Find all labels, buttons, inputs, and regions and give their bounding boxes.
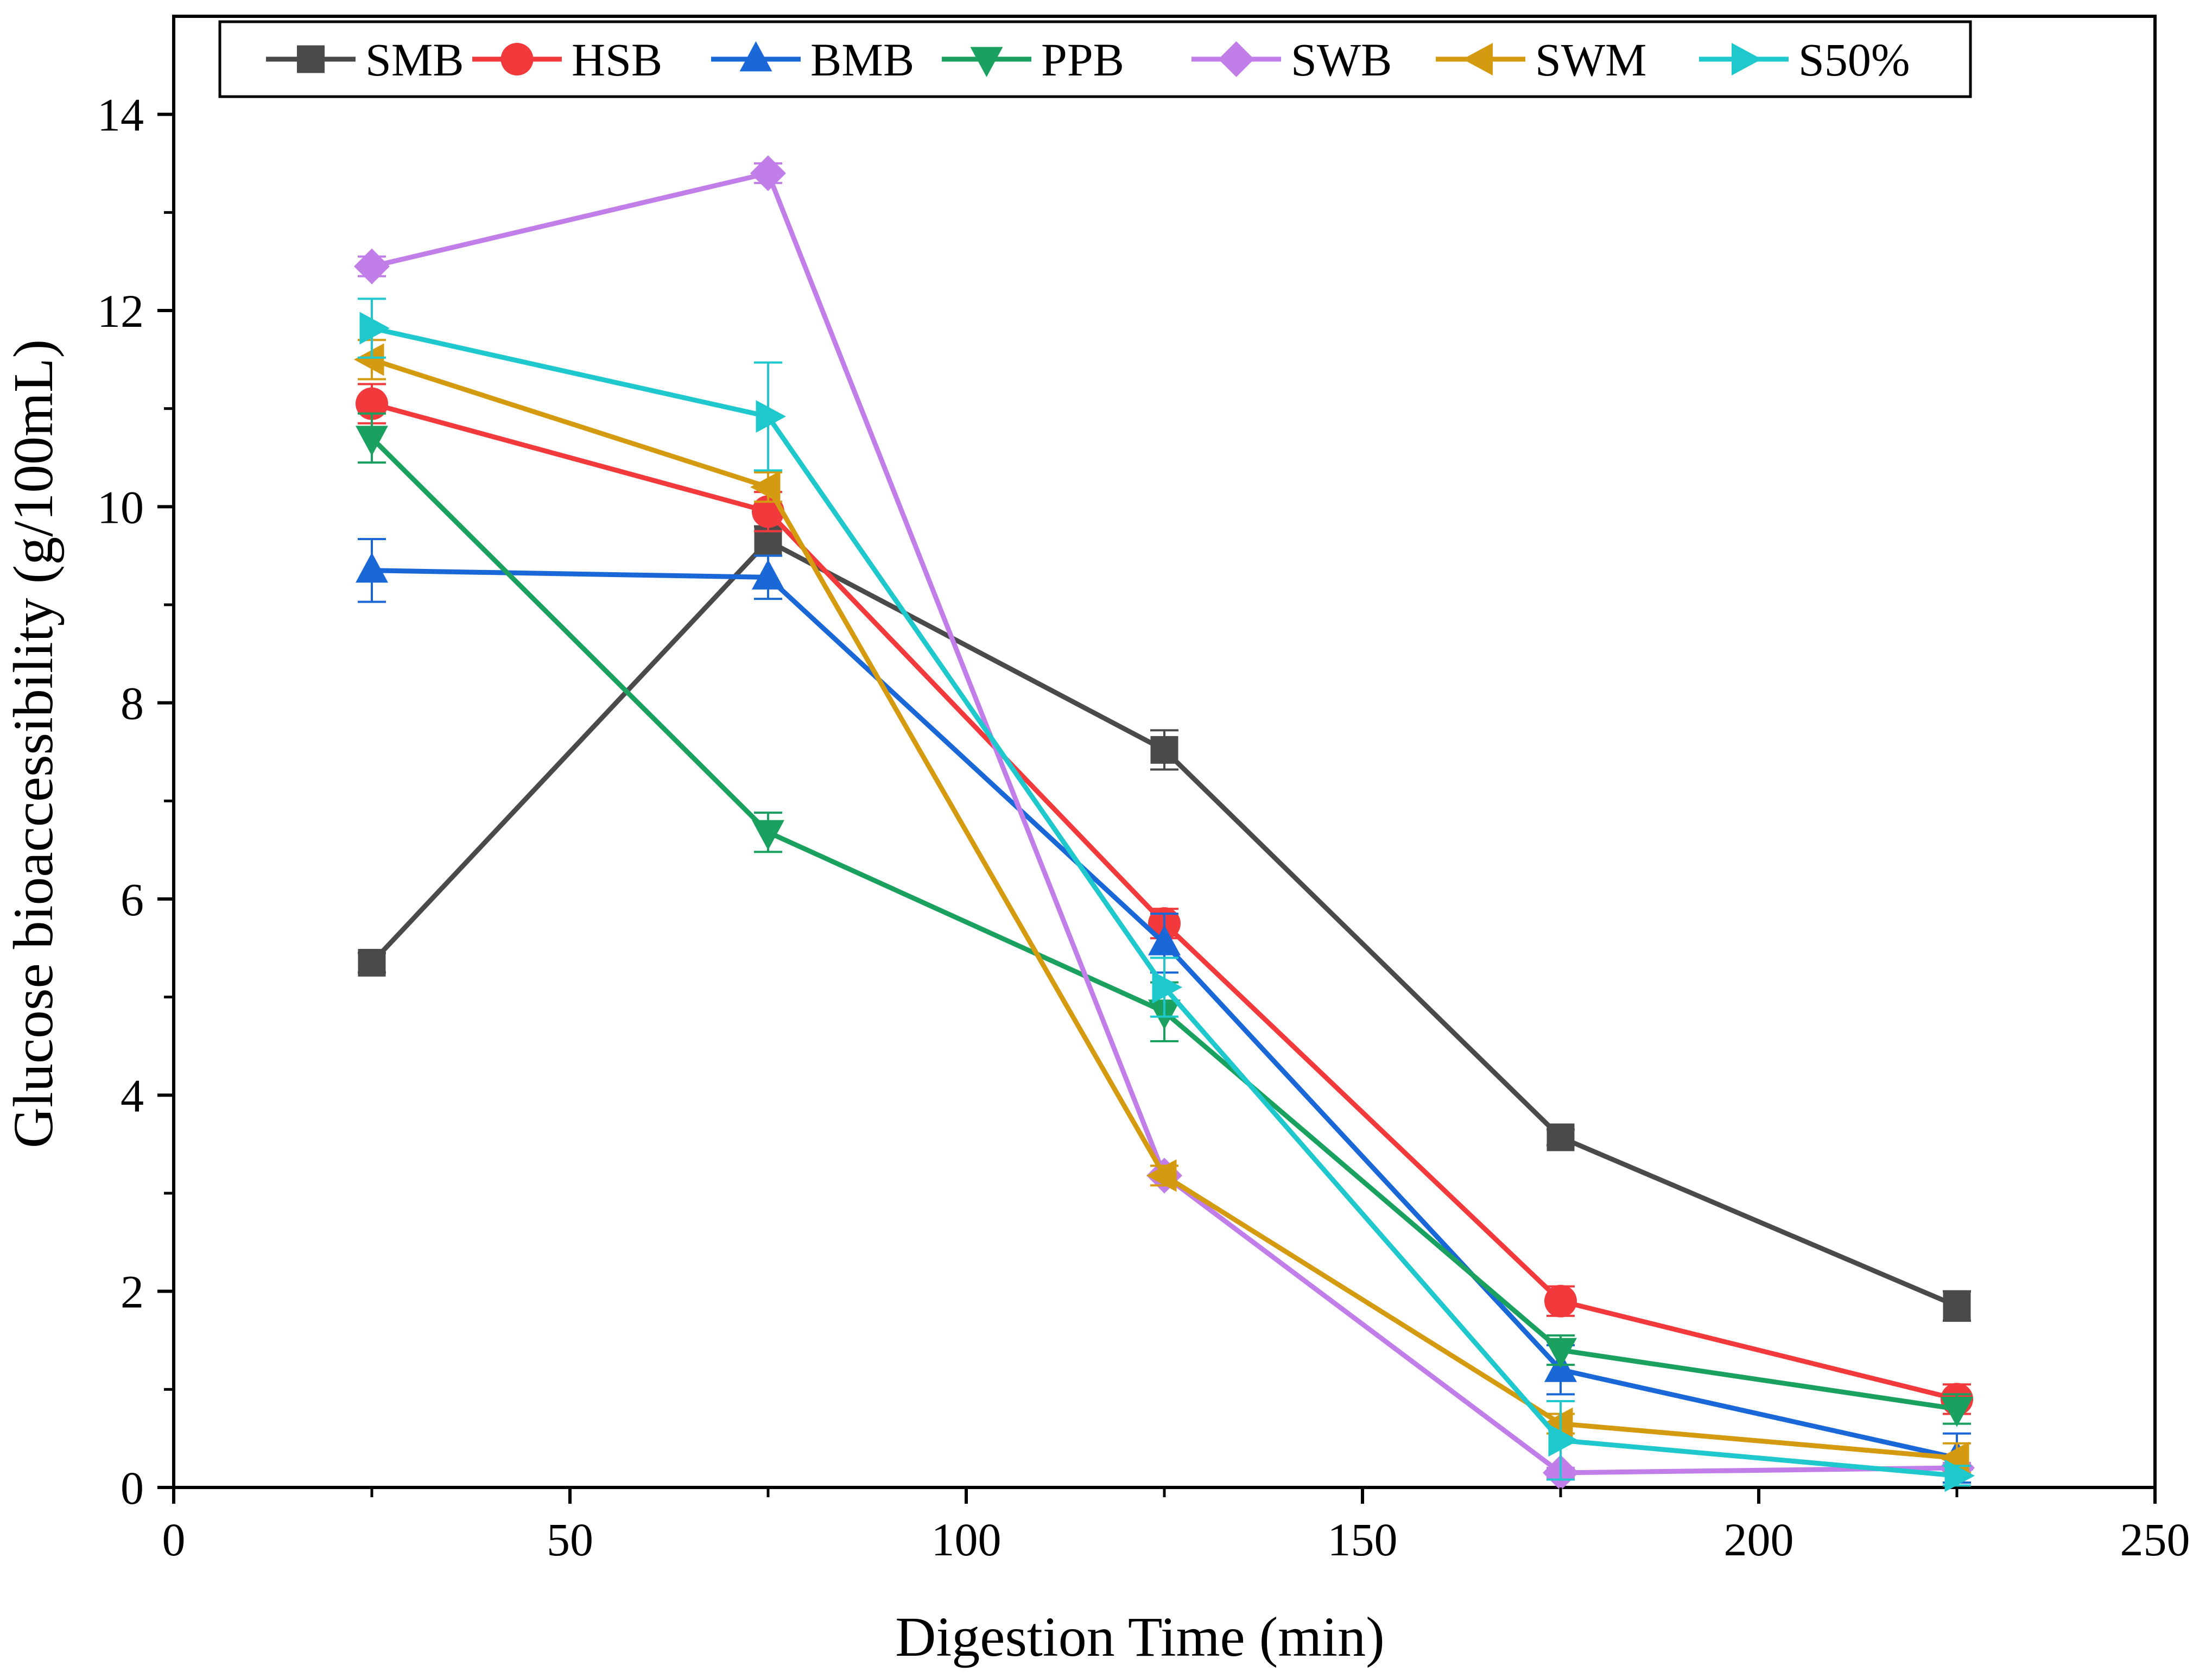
- legend-label: SWB: [1291, 34, 1392, 86]
- legend-entry: HSB: [472, 34, 662, 86]
- data-point: [356, 552, 388, 583]
- data-point: [752, 559, 784, 590]
- data-point: [1547, 1123, 1575, 1151]
- legend-marker: [1732, 43, 1762, 75]
- legend-marker: [500, 43, 534, 75]
- data-point: [1152, 971, 1182, 1004]
- data-point: [1150, 736, 1178, 764]
- legend-marker: [1218, 41, 1254, 77]
- series-line: [371, 170, 1957, 1476]
- y-tick-label: 8: [121, 677, 144, 730]
- data-point: [752, 820, 784, 851]
- data-point: [1544, 1284, 1577, 1318]
- series-s50pct: [358, 297, 1975, 1492]
- data-point: [1543, 1407, 1573, 1440]
- data-point: [359, 312, 390, 345]
- series-hsb: [356, 383, 1973, 1416]
- data-point: [1544, 1338, 1577, 1369]
- data-point: [356, 426, 388, 456]
- legend-label: SMB: [365, 34, 464, 86]
- axes: 0 50 100 150 200 250 0 2 4 6 8 10 12 14: [97, 89, 2190, 1566]
- legend-label: S50%: [1798, 34, 1910, 86]
- y-tick-label: 12: [97, 285, 144, 337]
- y-tick-label: 0: [121, 1462, 144, 1514]
- x-tick-label: 50: [547, 1514, 593, 1566]
- x-axis-title: Digestion Time (min): [895, 1606, 1384, 1668]
- data-point: [750, 155, 786, 192]
- y-tick-label: 10: [97, 481, 144, 533]
- x-tick-label: 250: [2120, 1514, 2190, 1566]
- data-point: [358, 948, 386, 977]
- x-tick-label: 0: [162, 1514, 186, 1566]
- series-line: [371, 326, 1957, 1478]
- legend-entry: SWM: [1436, 34, 1646, 86]
- data-point: [1943, 1292, 1971, 1320]
- y-tick-label: 14: [97, 89, 144, 141]
- legend-marker: [297, 45, 325, 73]
- data-point: [1941, 1396, 1973, 1427]
- series-swb: [354, 155, 1975, 1491]
- series-line: [371, 401, 1958, 1402]
- legend: SMB HSB BMB PPB SWB SWM S50%: [218, 20, 1972, 98]
- y-tick-label: 4: [121, 1069, 144, 1122]
- data-point: [750, 471, 781, 504]
- data-point: [756, 400, 786, 433]
- legend-marker: [1462, 43, 1493, 75]
- legend-label: PPB: [1041, 34, 1124, 86]
- y-tick-label: 2: [121, 1266, 144, 1318]
- data-point: [356, 387, 388, 420]
- data-point: [1146, 1159, 1177, 1192]
- data-point: [1548, 1424, 1579, 1457]
- legend-label: HSB: [572, 34, 662, 86]
- series-layer: [354, 155, 1975, 1492]
- y-tick-label: 6: [121, 873, 144, 926]
- y-axis-title: Glucose bioaccessibility (g/100mL): [2, 339, 65, 1148]
- legend-entry: SMB: [266, 34, 464, 86]
- legend-marker: [739, 41, 772, 72]
- legend-label: BMB: [810, 34, 914, 86]
- data-point: [354, 343, 384, 376]
- legend-marker: [970, 47, 1003, 77]
- x-tick-label: 100: [931, 1514, 1002, 1566]
- x-tick-label: 150: [1328, 1514, 1398, 1566]
- data-point: [354, 248, 390, 284]
- legend-entry: PPB: [942, 34, 1124, 86]
- x-tick-label: 200: [1724, 1514, 1794, 1566]
- legend-label: SWM: [1535, 34, 1646, 86]
- legend-entry: S50%: [1699, 34, 1910, 86]
- data-point: [1944, 1459, 1975, 1492]
- legend-entry: SWB: [1191, 34, 1392, 86]
- data-point: [1148, 925, 1181, 955]
- legend-entry: BMB: [711, 34, 914, 86]
- series-swm: [354, 339, 1971, 1474]
